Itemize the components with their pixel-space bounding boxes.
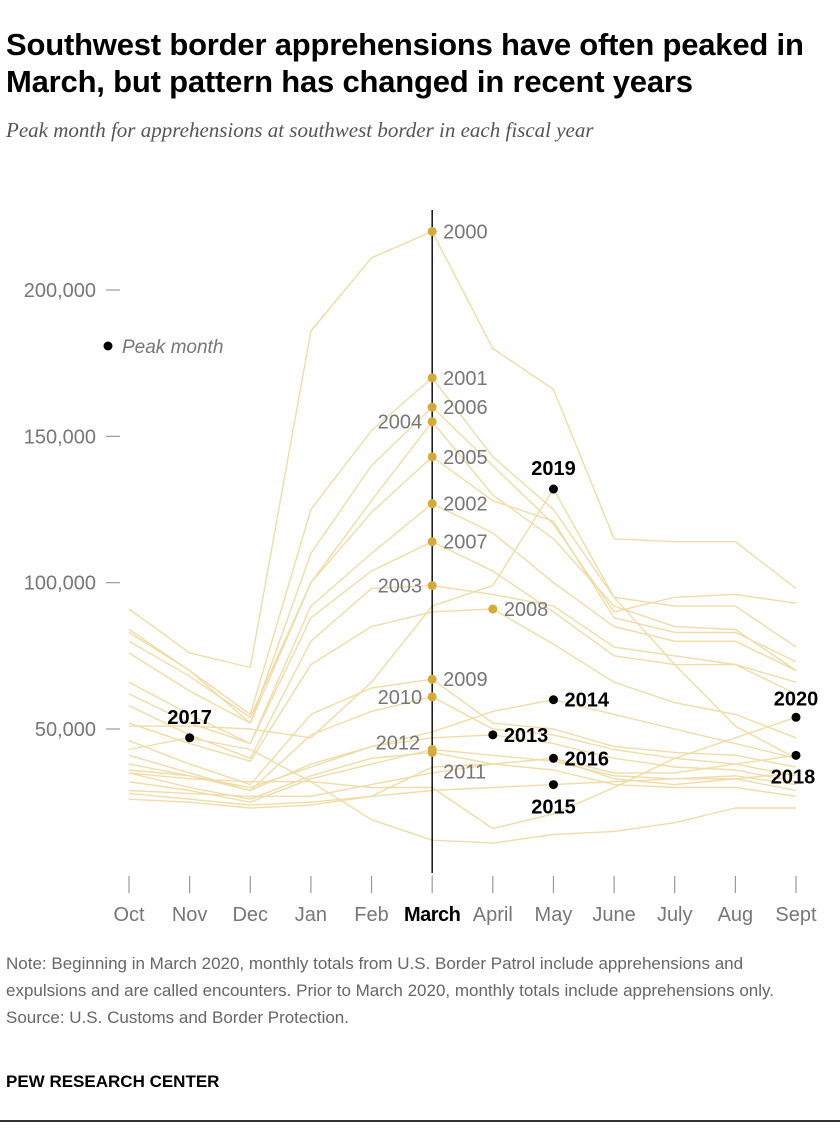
peak-point-2001 <box>427 373 437 383</box>
series-line-2014 <box>128 699 797 789</box>
peak-label-2018: 2018 <box>771 766 816 788</box>
series-line-2000 <box>128 230 797 669</box>
peak-label-2003: 2003 <box>378 576 423 598</box>
series-line-2002 <box>128 502 797 745</box>
note-text: Note: Beginning in March 2020, monthly t… <box>6 954 774 1000</box>
peak-label-2013: 2013 <box>504 725 549 747</box>
series-line-2016 <box>128 757 797 797</box>
peak-label-2005: 2005 <box>443 447 488 469</box>
peak-point-2010 <box>427 692 437 702</box>
y-tick-label: 200,000 <box>24 280 96 302</box>
peak-point-2020 <box>791 712 801 722</box>
peak-labels: 2000 2001 2002 2003 2004 2005 2006 2007 2008 2009… <box>167 221 818 818</box>
peak-label-2019: 2019 <box>531 458 576 480</box>
peak-point-2013 <box>488 730 498 740</box>
bottom-divider <box>0 1120 840 1122</box>
x-tick-label: Dec <box>232 904 268 926</box>
series-line-2020 <box>128 716 797 830</box>
peak-point-2003 <box>427 581 437 591</box>
series-line-2005 <box>128 456 797 718</box>
x-tick-label: April <box>473 904 513 926</box>
peak-point-2000 <box>427 226 437 236</box>
series-line-2004 <box>128 421 797 724</box>
y-grid-ticks: 50,000 100,000 150,000 200,000 <box>24 280 120 741</box>
x-tick-label: Oct <box>113 904 145 926</box>
peak-label-2012: 2012 <box>376 732 421 754</box>
legend: Peak month <box>103 337 223 358</box>
series-line-2003 <box>128 584 797 759</box>
x-tick-label: Feb <box>354 904 388 926</box>
x-tick-label: May <box>535 904 573 926</box>
peak-point-2017 <box>185 733 195 743</box>
x-tick-label: Jan <box>295 904 327 926</box>
peak-label-2007: 2007 <box>443 532 488 554</box>
peak-point-2012 <box>427 744 437 754</box>
peak-label-2001: 2001 <box>443 368 488 390</box>
peak-point-2009 <box>427 674 437 684</box>
x-tick-label: Nov <box>172 904 208 926</box>
series-line-2013 <box>128 734 797 792</box>
x-tick-label: Aug <box>718 904 754 926</box>
peak-label-2014: 2014 <box>564 690 609 712</box>
peak-label-2015: 2015 <box>531 797 576 819</box>
peak-point-2005 <box>427 452 437 462</box>
x-tick-label: March <box>404 904 460 926</box>
chart-subtitle: Peak month for apprehensions at southwes… <box>6 118 594 142</box>
x-tick-label: June <box>592 904 635 926</box>
peak-point-2004 <box>427 417 437 427</box>
series-line-2018 <box>128 754 797 809</box>
peak-point-2002 <box>427 499 437 509</box>
x-tick-label: Sept <box>775 904 817 926</box>
y-tick-label: 150,000 <box>24 426 96 448</box>
source-text: Source: U.S. Customs and Border Protecti… <box>6 1008 349 1027</box>
peak-label-2010: 2010 <box>378 687 423 709</box>
brand-logo-text: PEW RESEARCH CENTER <box>6 1072 220 1091</box>
peak-point-2008 <box>488 604 498 614</box>
peak-point-2018 <box>791 750 801 760</box>
legend-dot <box>103 341 113 351</box>
peak-label-2009: 2009 <box>443 669 488 691</box>
x-tick-label: July <box>657 904 693 926</box>
series-line-2019 <box>129 488 797 759</box>
note-block: Note: Beginning in March 2020, monthly t… <box>6 950 826 1031</box>
peak-label-2008: 2008 <box>504 599 549 621</box>
peak-markers <box>185 226 801 790</box>
peak-label-2017: 2017 <box>167 707 212 729</box>
axes: Oct Nov Dec Jan Feb March April May June July Aug S… <box>113 210 817 926</box>
peak-label-2002: 2002 <box>443 494 488 516</box>
legend-label: Peak month <box>122 337 223 358</box>
peak-point-2007 <box>427 537 437 547</box>
series-line-2007 <box>128 541 797 745</box>
peak-label-2004: 2004 <box>378 412 423 434</box>
y-tick-label: 50,000 <box>35 719 96 741</box>
peak-point-2016 <box>548 753 558 763</box>
peak-label-2011: 2011 <box>443 761 486 783</box>
chart-title: Southwest border apprehensions have ofte… <box>6 27 804 99</box>
series-lines <box>128 230 797 844</box>
peak-point-2015 <box>548 780 558 790</box>
series-line-2017 <box>128 737 796 844</box>
series-line-2008 <box>128 608 797 762</box>
peak-point-2019 <box>548 484 558 494</box>
peak-label-2016: 2016 <box>564 748 609 770</box>
series-line-2006 <box>128 406 797 724</box>
series-line-2001 <box>128 377 797 716</box>
chart-canvas: 50,000 100,000 150,000 200,000 Oct Nov Dec Jan… <box>24 210 818 926</box>
peak-point-2014 <box>548 695 558 705</box>
peak-label-2000: 2000 <box>443 221 488 243</box>
peak-label-2020: 2020 <box>774 688 819 710</box>
peak-point-2006 <box>427 402 437 412</box>
series-line-2011 <box>128 751 797 800</box>
y-tick-label: 100,000 <box>24 573 96 595</box>
peak-label-2006: 2006 <box>443 397 488 419</box>
series-line-2015 <box>128 775 797 806</box>
